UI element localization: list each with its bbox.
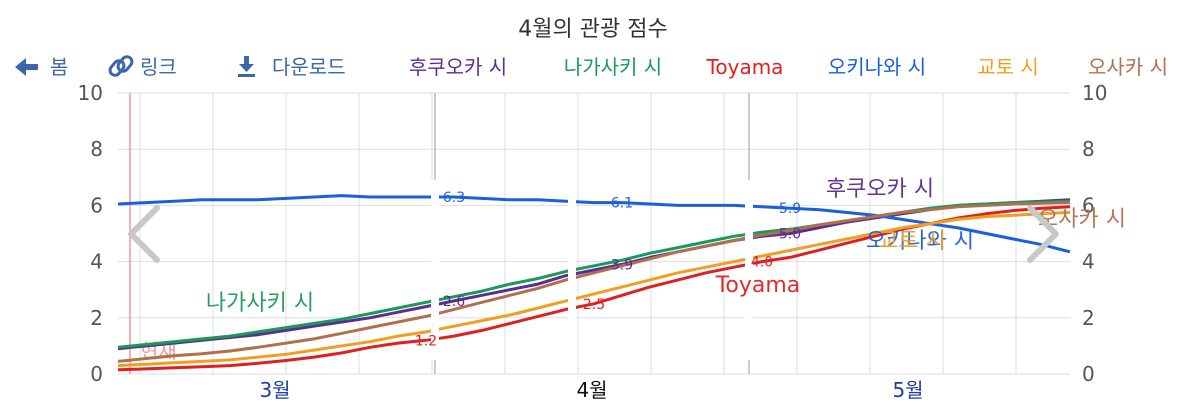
y-tick-label-left: 8 [90,137,103,161]
y-tick-label-left: 10 [78,81,103,105]
series-group [117,180,1071,372]
legend-item[interactable]: 오키나와 시 [828,55,926,79]
legend-item[interactable]: 후쿠오카 시 [409,55,507,79]
series-inline-label: 오키나와 시 [866,229,974,254]
legend-item[interactable]: Toyama [706,55,784,79]
series-line [117,201,1071,363]
download-icon [238,56,255,77]
back-button[interactable]: 봄 [15,55,68,79]
label-gap [745,180,753,360]
label-gap [568,180,576,360]
y-tick-label-right: 8 [1082,137,1095,161]
y-tick-label-left: 2 [90,306,103,330]
series-line [117,194,1071,254]
legend-item[interactable]: 나가사키 시 [564,55,662,79]
y-tick-label-right: 6 [1082,193,1095,217]
chevron-left-icon[interactable] [128,205,160,263]
y-tick-label-right: 10 [1082,81,1107,105]
legend-item[interactable]: 오사카 시 [1088,55,1168,79]
arrow-left-icon [15,58,38,76]
link-label: 링크 [140,55,177,79]
x-month-label: 4월 [576,378,607,402]
x-month-label: 5월 [892,378,923,402]
y-tick-label-left: 0 [90,362,103,386]
data-label: 5.0 [779,227,801,243]
y-tick-label-left: 6 [90,193,103,217]
x-month-label: 3월 [259,378,290,402]
y-tick-label-right: 4 [1082,250,1095,274]
data-label: 2.6 [443,294,465,310]
data-label: 4.0 [751,255,773,271]
label-gap [431,180,439,360]
series-line [117,210,1071,368]
axes: 0 0 2 2 4 4 6 6 8 8 10 10 3월 4월 5월 [78,81,1108,402]
data-label: 5.9 [779,201,801,217]
legend-item[interactable]: 교토 시 [977,55,1039,79]
series-inline-label: 나가사키 시 [206,291,314,316]
chart-title: 4월의 관광 점수 [518,17,667,42]
download-label: 다운로드 [272,55,346,79]
legend: 후쿠오카 시 나가사키 시 Toyama 오키나와 시 교토 시 오사카 시 [409,55,1168,79]
data-label: 6.3 [443,190,465,206]
series-inline-label: Toyama [715,273,801,298]
back-label: 봄 [50,55,68,79]
series-inline-label: 교토 시 [878,229,946,254]
y-tick-label-right: 2 [1082,306,1095,330]
download-button[interactable]: 다운로드 [238,55,346,79]
data-label: 1.2 [415,333,437,349]
link-button[interactable]: 링크 [108,55,177,79]
y-tick-label-left: 4 [90,250,103,274]
link-icon [108,55,134,77]
chevron-right-icon[interactable] [1027,205,1059,263]
y-tick-label-right: 0 [1082,362,1095,386]
series-inline-label: 후쿠오카 시 [826,177,934,202]
data-label: 2.5 [583,297,605,313]
data-label: 6.1 [611,196,633,212]
data-label: 3.9 [611,257,633,273]
